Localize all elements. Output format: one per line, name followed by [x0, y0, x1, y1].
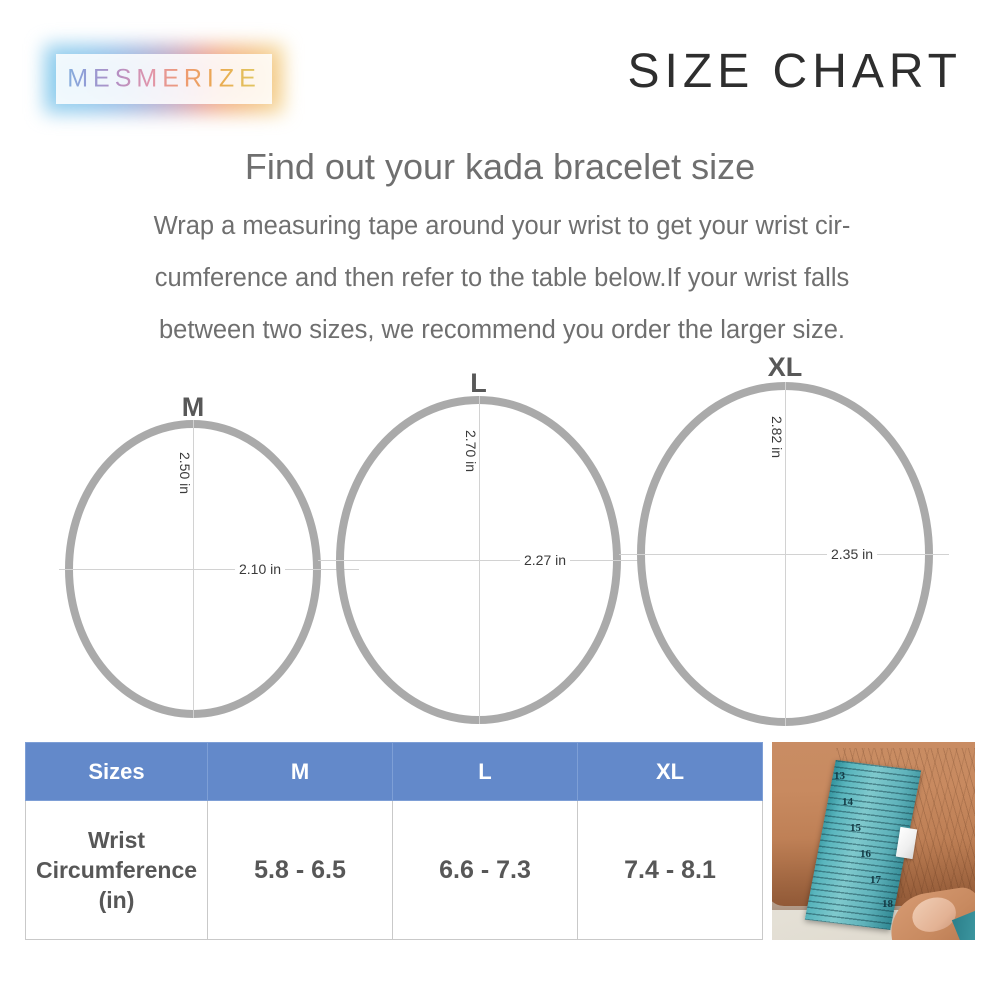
table-row: Wrist Circumference (in) 5.8 - 6.5 6.6 -…: [25, 800, 763, 940]
table-header-sizes: Sizes: [25, 742, 208, 801]
logo-plate: [56, 54, 272, 104]
intro-line-2: cumference and then refer to the table b…: [154, 264, 850, 292]
brand-logo: MESMERIZE: [44, 44, 284, 114]
oval-width-label-m: 2.10 in: [235, 561, 286, 577]
oval-label-xl: XL: [767, 352, 803, 382]
oval-diagram-xl: XL 2.82 in 2.35 in: [619, 352, 949, 726]
oval-horizontal-axis-xl: [619, 554, 949, 555]
oval-height-label-m: 2.50 in: [177, 452, 193, 495]
tape-number-16: 16: [860, 848, 871, 860]
cell-wrist-l: 6.6 - 7.3: [392, 800, 578, 940]
size-table: Sizes M L XL Wrist Circumference (in) 5.…: [25, 742, 763, 940]
row-label-line-2: Circumference: [35, 857, 198, 883]
tape-number-17: 17: [870, 874, 881, 886]
row-label-wrist-circumference: Wrist Circumference (in): [25, 800, 208, 940]
oval-diagram-l: L 2.70 in 2.27 in: [318, 368, 638, 724]
oval-label-l: L: [470, 368, 487, 398]
oval-label-m: M: [181, 392, 205, 422]
intro-line-3: between two sizes, we recommend you orde…: [159, 316, 845, 344]
oval-width-label-l: 2.27 in: [520, 552, 571, 568]
oval-diagram-m: M 2.50 in 2.10 in: [59, 392, 359, 718]
row-label-line-3: (in): [98, 887, 135, 913]
tape-number-18: 18: [882, 898, 893, 910]
tape-number-15: 15: [850, 822, 861, 834]
intro-line-1: Wrap a measuring tape around your wrist …: [153, 212, 851, 240]
page-title: SIZE CHART: [627, 45, 962, 98]
tape-number-13: 13: [834, 770, 845, 782]
oval-diagram-group: M 2.50 in 2.10 in L 2.70 in 2.27 in XL 2…: [59, 352, 949, 726]
oval-height-label-xl: 2.82 in: [769, 416, 785, 459]
oval-horizontal-axis-l: [318, 560, 638, 561]
intro-body: Wrap a measuring tape around your wrist …: [50, 200, 954, 356]
oval-height-label-l: 2.70 in: [463, 430, 479, 473]
table-header-l: L: [392, 742, 578, 801]
logo-text: MESMERIZE: [44, 65, 284, 94]
oval-width-label-xl: 2.35 in: [827, 546, 878, 562]
cell-wrist-xl: 7.4 - 8.1: [577, 800, 763, 940]
tape-number-14: 14: [842, 796, 853, 808]
intro-headline: Find out your kada bracelet size: [244, 146, 756, 187]
row-label-line-1: Wrist: [87, 827, 146, 853]
table-header-m: M: [207, 742, 393, 801]
wrist-measuring-photo: 13 14 15 16 17 18: [772, 742, 975, 940]
oval-horizontal-axis-m: [59, 569, 359, 570]
table-header-row: Sizes M L XL: [25, 742, 763, 801]
cell-wrist-m: 5.8 - 6.5: [207, 800, 393, 940]
table-header-xl: XL: [577, 742, 763, 801]
